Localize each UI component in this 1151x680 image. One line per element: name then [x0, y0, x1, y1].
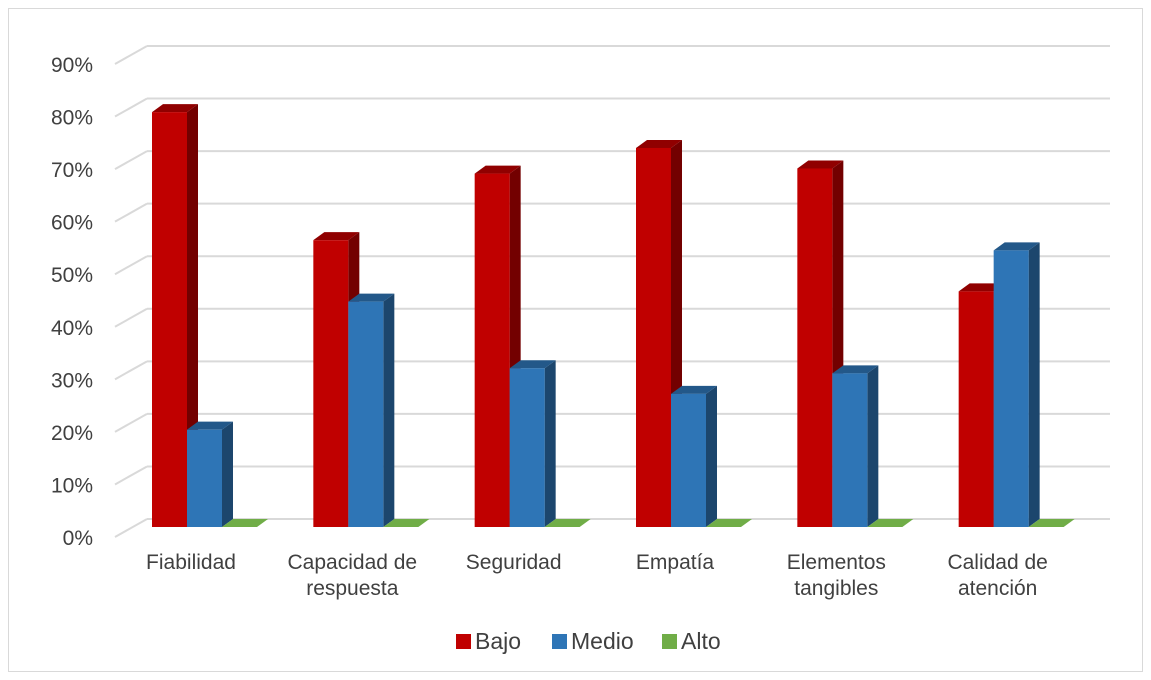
- bar-top: [474, 165, 521, 174]
- y-tick-label: 80%: [51, 107, 93, 130]
- bars: [152, 104, 1075, 528]
- y-tick-label: 10%: [51, 474, 93, 497]
- bar-top: [958, 283, 1005, 292]
- bar: [152, 104, 198, 527]
- y-tick-label: 0%: [63, 527, 93, 550]
- bar-top: [222, 519, 268, 527]
- y-tick-label: 40%: [51, 317, 93, 340]
- y-tick-label: 60%: [51, 212, 93, 235]
- gridline-side: [114, 307, 148, 328]
- bar: [509, 360, 556, 527]
- legend-item: Medio: [552, 628, 634, 654]
- bar: [544, 519, 591, 527]
- x-tick-label: Capacidad de: [288, 551, 418, 574]
- bar-side: [544, 360, 556, 527]
- y-tick-label: 20%: [51, 422, 93, 445]
- legend-swatch: [552, 634, 567, 649]
- bar: [1028, 519, 1075, 527]
- bar-front: [993, 250, 1029, 527]
- y-tick-label: 90%: [51, 54, 93, 77]
- gridline-side: [114, 413, 148, 433]
- bar-front: [348, 301, 384, 527]
- y-tick-label: 50%: [51, 264, 93, 287]
- bar: [671, 385, 717, 527]
- bar-top: [383, 519, 430, 527]
- bar: [993, 242, 1040, 527]
- x-tick-label: respuesta: [306, 577, 399, 600]
- bar-side: [187, 104, 198, 527]
- bar-side: [706, 385, 717, 527]
- x-tick-label: atención: [958, 577, 1037, 600]
- legend-label: Alto: [681, 628, 721, 654]
- bar-front: [509, 368, 545, 527]
- bar-top: [1028, 519, 1075, 527]
- bar-front: [474, 173, 510, 528]
- y-tick-label: 30%: [51, 369, 93, 392]
- bar-side: [867, 365, 879, 527]
- legend-item: Alto: [662, 628, 721, 654]
- legend-swatch: [456, 634, 471, 649]
- bar-top: [706, 519, 752, 527]
- bar-top: [636, 139, 682, 148]
- legend-swatch: [662, 634, 677, 649]
- bar: [222, 519, 268, 527]
- bar-front: [187, 429, 222, 527]
- gridline-side: [114, 202, 148, 223]
- x-tick-label: Calidad de: [947, 551, 1047, 574]
- x-tick-label: tangibles: [794, 577, 878, 600]
- y-axis: 0% 10% 20% 30% 40% 50% 60% 70% 80% 90%: [51, 54, 93, 550]
- bar-top: [671, 385, 717, 394]
- bar-top: [797, 160, 844, 169]
- gridline-side: [114, 150, 148, 170]
- bar-front: [797, 168, 833, 527]
- gridlines: [114, 45, 1110, 538]
- bar-front: [671, 393, 706, 527]
- bar-top: [832, 365, 879, 374]
- bar-front: [958, 291, 994, 527]
- gridline-side: [114, 465, 148, 486]
- bar-front: [313, 240, 349, 527]
- bar: [187, 421, 233, 527]
- bar-front: [636, 147, 671, 527]
- legend-label: Medio: [571, 628, 634, 654]
- bar-top: [509, 360, 556, 369]
- bar-front: [832, 373, 868, 527]
- y-tick-label: 70%: [51, 159, 93, 182]
- gridline-side: [114, 97, 148, 118]
- bar: [832, 365, 879, 527]
- gridline-side: [114, 255, 148, 276]
- bar: [636, 139, 682, 527]
- bar: [383, 519, 430, 527]
- bar-side: [222, 421, 233, 527]
- x-axis: Fiabilidad Capacidad de respuesta Seguridad…: [146, 551, 1048, 600]
- bar-side: [1028, 242, 1040, 527]
- bar-top: [187, 421, 233, 430]
- bar: [706, 519, 752, 527]
- bar: [867, 519, 914, 527]
- bar-top: [152, 104, 198, 113]
- legend: Bajo Medio Alto: [456, 628, 721, 654]
- bar-top: [348, 293, 395, 302]
- gridline-side: [114, 518, 148, 538]
- bar-side: [383, 293, 395, 527]
- legend-item: Bajo: [456, 628, 521, 654]
- bar-top: [544, 519, 591, 527]
- x-tick-label: Seguridad: [466, 551, 562, 574]
- gridline-side: [114, 45, 148, 65]
- gridline-side: [114, 360, 148, 381]
- x-tick-label: Fiabilidad: [146, 551, 236, 574]
- bar: [348, 293, 395, 527]
- x-tick-label: Elementos: [787, 551, 886, 574]
- bar-front: [152, 112, 187, 527]
- legend-label: Bajo: [475, 628, 521, 654]
- bar-top: [313, 232, 360, 241]
- x-tick-label: Empatía: [636, 551, 715, 574]
- bar-top: [993, 242, 1040, 251]
- bar-top: [867, 519, 914, 527]
